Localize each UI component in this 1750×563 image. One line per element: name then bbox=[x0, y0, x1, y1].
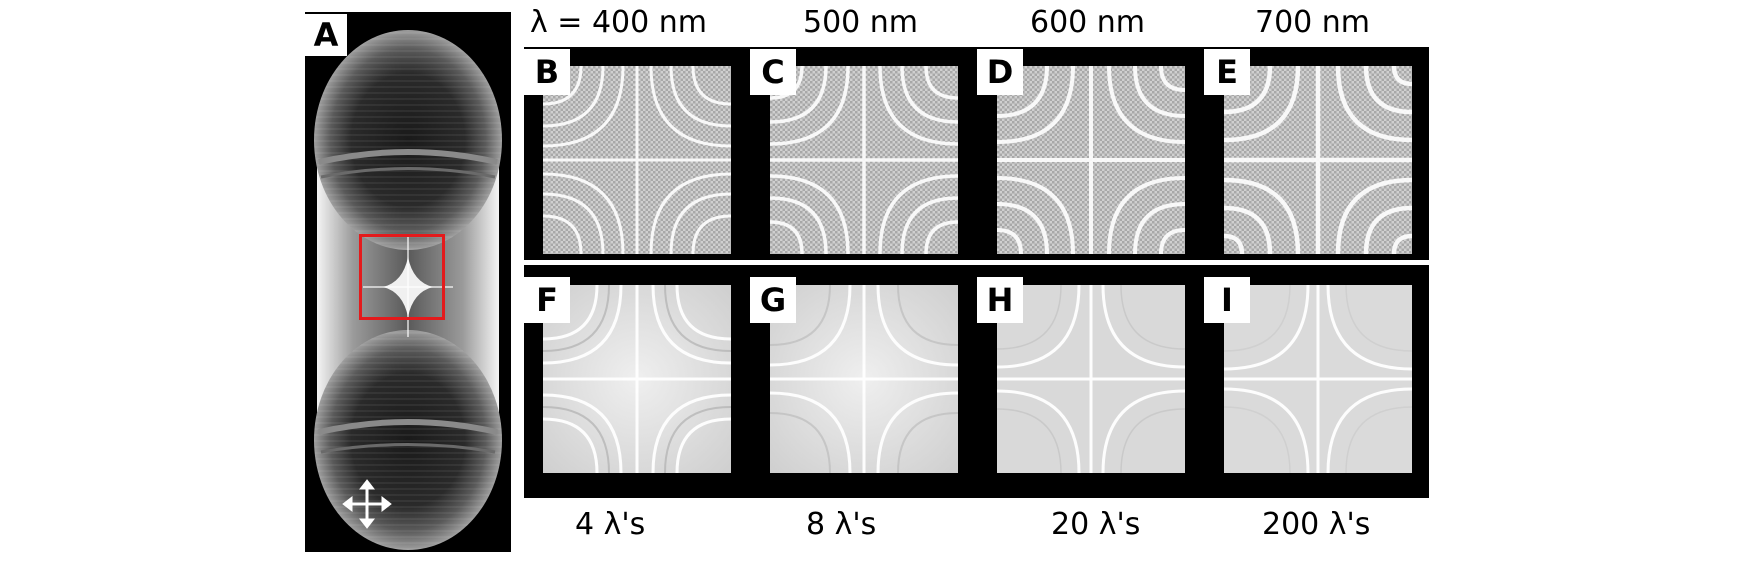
panel-label-b: B bbox=[524, 49, 570, 95]
tile-e bbox=[1224, 66, 1412, 254]
tile-c bbox=[770, 66, 958, 254]
tile-h bbox=[997, 285, 1185, 473]
panel-label-c: C bbox=[750, 49, 796, 95]
wavelength-header-700: 700 nm bbox=[1255, 5, 1371, 40]
panel-label-f: F bbox=[524, 277, 570, 323]
wavelength-header-600: 600 nm bbox=[1030, 5, 1146, 40]
superposition-label-200: 200 λ's bbox=[1262, 507, 1371, 542]
panel-label-g: G bbox=[750, 277, 796, 323]
panel-label-d: D bbox=[977, 49, 1023, 95]
panel-label-a: A bbox=[305, 14, 347, 56]
wavelength-header-400: λ = 400 nm bbox=[530, 5, 707, 40]
superposition-label-20: 20 λ's bbox=[1051, 507, 1141, 542]
tile-f bbox=[543, 285, 731, 473]
tile-g bbox=[770, 285, 958, 473]
panel-a-pattern bbox=[305, 12, 511, 552]
tile-b bbox=[543, 66, 731, 254]
tile-i bbox=[1224, 285, 1412, 473]
move-arrows-icon[interactable] bbox=[341, 478, 393, 530]
panel-a-overview bbox=[305, 12, 511, 552]
panel-label-i: I bbox=[1204, 277, 1250, 323]
panel-label-e: E bbox=[1204, 49, 1250, 95]
tile-d bbox=[997, 66, 1185, 254]
panel-label-h: H bbox=[977, 277, 1023, 323]
superposition-label-8: 8 λ's bbox=[806, 507, 877, 542]
superposition-label-4: 4 λ's bbox=[575, 507, 646, 542]
region-highlight-box bbox=[359, 234, 445, 320]
wavelength-header-500: 500 nm bbox=[803, 5, 919, 40]
